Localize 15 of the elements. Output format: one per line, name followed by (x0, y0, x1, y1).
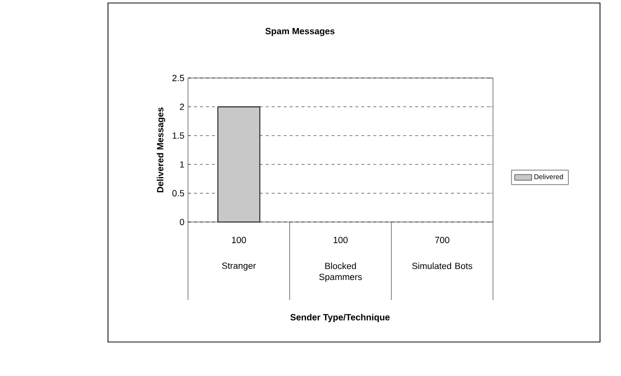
y-axis-title: Delivered Messages (156, 108, 166, 192)
y-tick-label: 2.5 (172, 74, 184, 82)
y-tick-label: 0.5 (172, 190, 184, 196)
x-tick-label: Blocked Spammers (319, 262, 362, 282)
x-axis-title: Sender Type/Technique (290, 314, 390, 322)
y-tick-label: 1 (180, 161, 184, 168)
text: 100 (334, 236, 348, 244)
text: 100 (232, 236, 246, 244)
y-tick-label: 1.5 (172, 132, 184, 139)
text: 700 (435, 236, 450, 244)
y-tick-label: 2 (180, 104, 184, 110)
chart-title: Spam Messages (265, 28, 335, 36)
x-tick-label: Simulated Bots (412, 262, 472, 270)
y-tick-label: 0 (180, 218, 184, 226)
x-tick-label: Stranger (222, 262, 256, 271)
